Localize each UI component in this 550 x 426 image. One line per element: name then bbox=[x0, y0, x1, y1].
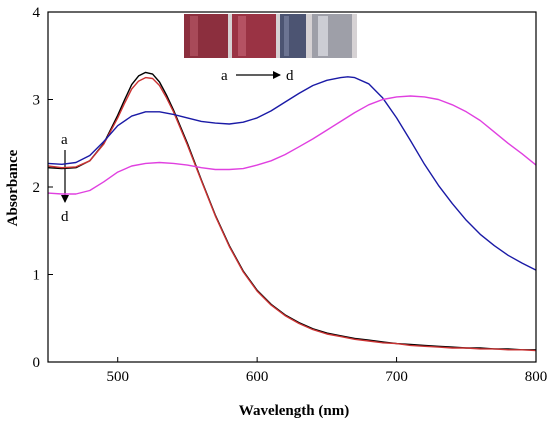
series-line-b bbox=[47, 76, 537, 352]
series-layer bbox=[47, 71, 537, 352]
plot-frame bbox=[47, 11, 537, 363]
x-tick-label: 600 bbox=[246, 369, 269, 385]
y-tick-label: 0 bbox=[33, 355, 41, 371]
x-tick-label: 800 bbox=[525, 369, 548, 385]
x-tick-label: 500 bbox=[106, 369, 129, 385]
y-tick-label: 2 bbox=[33, 180, 41, 196]
inset-label-from: a bbox=[221, 68, 228, 84]
side-label-to: d bbox=[61, 209, 69, 225]
side-label-from: a bbox=[61, 132, 68, 148]
y-tick-label: 3 bbox=[33, 93, 41, 109]
x-tick-label: 700 bbox=[385, 369, 408, 385]
y-tick-label: 1 bbox=[33, 268, 41, 284]
vial-c bbox=[280, 14, 306, 58]
y-axis-title: Absorbance bbox=[5, 149, 21, 226]
series-line-d bbox=[47, 95, 537, 195]
y-tick-label: 4 bbox=[33, 5, 41, 21]
series-line-c bbox=[47, 76, 537, 271]
series-line-a bbox=[47, 71, 536, 351]
tick-layer: 500 600 700 800 0 1 2 3 4 bbox=[33, 5, 548, 385]
x-axis-title: Wavelength (nm) bbox=[239, 403, 349, 419]
vials-photo bbox=[184, 14, 357, 58]
inset-label-to: d bbox=[286, 68, 294, 84]
